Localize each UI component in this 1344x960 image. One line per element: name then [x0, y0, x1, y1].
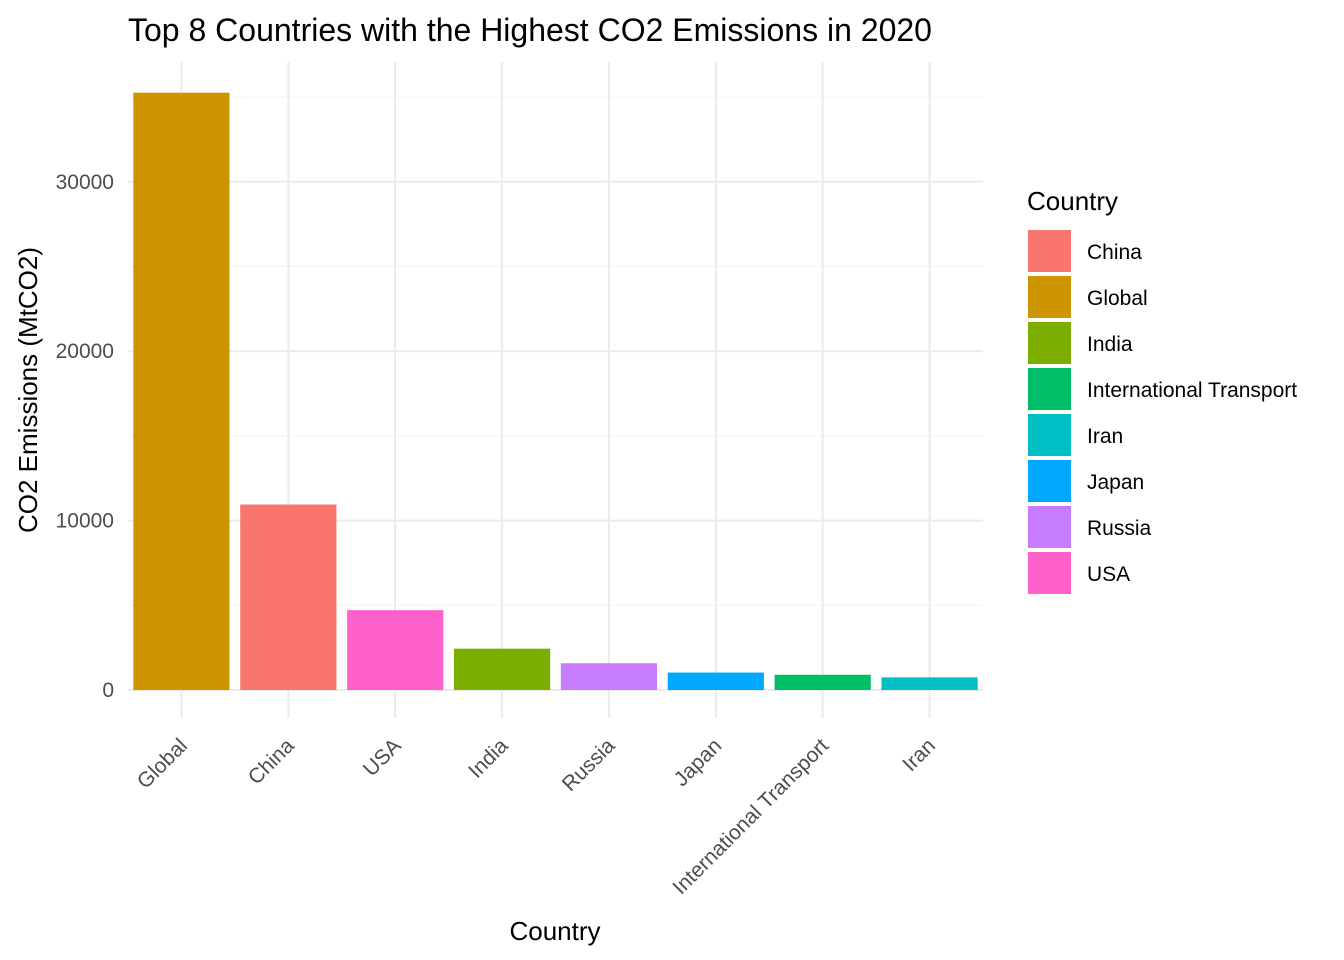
- bar-russia: [560, 663, 658, 690]
- bar-india: [453, 648, 551, 690]
- legend-label: India: [1087, 333, 1133, 356]
- bar-international-transport: [774, 674, 871, 690]
- legend-swatch: [1028, 322, 1071, 364]
- bars: [133, 92, 978, 690]
- legend-label: USA: [1087, 563, 1130, 586]
- bar-china: [240, 504, 337, 690]
- x-tick-label: China: [244, 734, 299, 789]
- chart-title: Top 8 Countries with the Highest CO2 Emi…: [128, 12, 932, 48]
- bar-usa: [347, 610, 444, 690]
- legend-swatch: [1028, 414, 1071, 456]
- x-tick-label: India: [464, 734, 513, 783]
- bar-global: [133, 92, 230, 690]
- legend-title: Country: [1027, 186, 1118, 216]
- legend-label: Global: [1087, 287, 1148, 310]
- legend-swatch: [1028, 460, 1071, 502]
- legend-label: China: [1087, 241, 1142, 264]
- y-tick-label: 10000: [56, 510, 114, 533]
- x-tick-label: Russia: [558, 734, 620, 796]
- legend-label: Japan: [1087, 471, 1144, 494]
- legend-swatch: [1028, 368, 1071, 410]
- legend-label: Russia: [1087, 517, 1152, 540]
- x-axis-title: Country: [509, 916, 600, 946]
- legend-swatch: [1028, 230, 1071, 272]
- x-tick-label: Global: [133, 734, 192, 793]
- legend-swatch: [1028, 552, 1071, 594]
- x-tick-label: USA: [359, 734, 406, 781]
- y-axis-title: CO2 Emissions (MtCO2): [13, 247, 43, 533]
- y-axis-ticks: 0 10000 20000 30000: [56, 171, 114, 702]
- x-axis-ticks: Global China USA India Russia JapanInternatio…: [133, 734, 940, 899]
- legend: Country China Global India International Tr…: [1027, 186, 1297, 594]
- y-tick-label: 0: [102, 679, 114, 702]
- y-tick-label: 30000: [56, 171, 114, 194]
- bar-japan: [667, 672, 764, 690]
- legend-swatch: [1028, 276, 1071, 318]
- legend-swatch: [1028, 506, 1071, 548]
- x-tick-label: Japan: [670, 734, 727, 791]
- legend-label: Iran: [1087, 425, 1123, 448]
- legend-label: International Transport: [1087, 379, 1297, 402]
- y-tick-label: 20000: [56, 340, 114, 363]
- bar-iran: [881, 677, 978, 690]
- x-tick-label: Iran: [898, 734, 940, 776]
